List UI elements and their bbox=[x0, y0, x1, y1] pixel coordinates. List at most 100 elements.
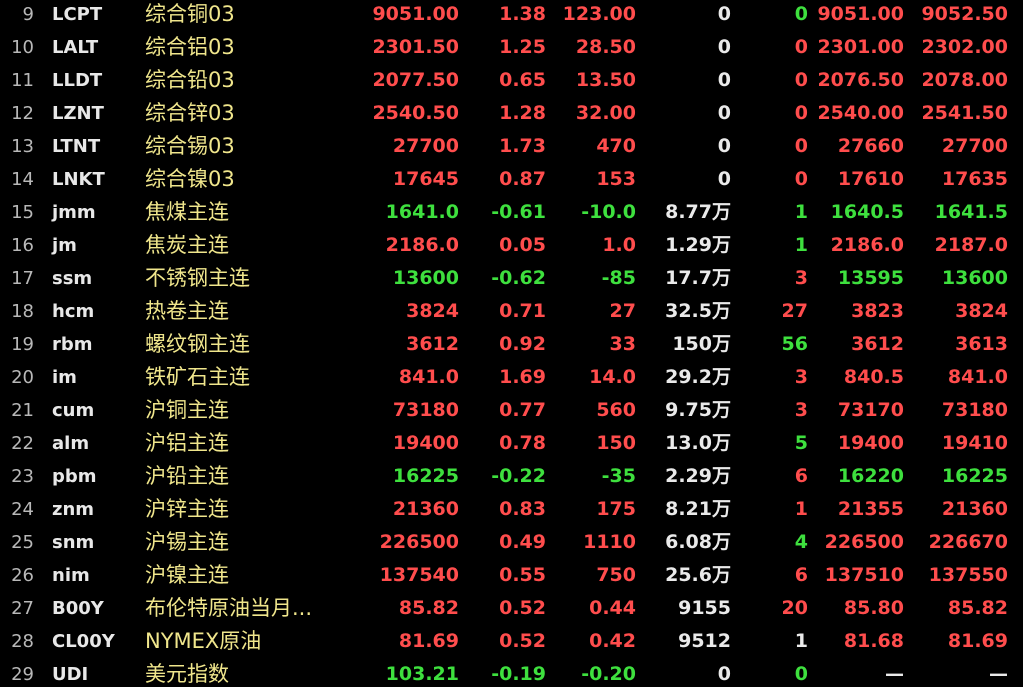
change-percent: 0.77 bbox=[499, 399, 546, 421]
quote-row[interactable]: 16 jm 焦炭主连 2186.0 0.05 1.0 1.29万 1 2186.0 2187.0 bbox=[0, 229, 1023, 262]
quote-row[interactable]: 26 nim 沪镍主连 137540 0.55 750 25.6万 6 137510 137550 bbox=[0, 559, 1023, 592]
volume: 1.29万 bbox=[665, 234, 731, 256]
change: 1110 bbox=[583, 531, 636, 553]
current-hand: 0 bbox=[794, 3, 808, 25]
last-price: 2301.50 bbox=[372, 36, 459, 58]
volume: 0 bbox=[717, 102, 731, 124]
change-percent: 1.28 bbox=[499, 102, 546, 124]
symbol-name: 美元指数 bbox=[145, 662, 229, 686]
change: 123.00 bbox=[562, 3, 636, 25]
last-price: 3824 bbox=[406, 300, 459, 322]
volume: 9155 bbox=[678, 597, 731, 619]
ask-price: 2078.00 bbox=[921, 69, 1008, 91]
ask-price: 13600 bbox=[941, 267, 1008, 289]
symbol-name: 沪铝主连 bbox=[145, 431, 229, 455]
bid-price: 3612 bbox=[851, 333, 904, 355]
quote-row[interactable]: 29 UDI 美元指数 103.21 -0.19 -0.20 0 0 — — bbox=[0, 658, 1023, 687]
symbol-name: 沪铅主连 bbox=[145, 464, 229, 488]
current-hand: 3 bbox=[794, 267, 808, 289]
symbol-name: 沪锌主连 bbox=[145, 497, 229, 521]
row-index: 26 bbox=[11, 565, 34, 586]
change: 750 bbox=[596, 564, 636, 586]
quote-row[interactable]: 21 cum 沪铜主连 73180 0.77 560 9.75万 3 73170 73180 bbox=[0, 394, 1023, 427]
row-index: 15 bbox=[11, 202, 34, 223]
last-price: 3612 bbox=[406, 333, 459, 355]
quote-row[interactable]: 17 ssm 不锈钢主连 13600 -0.62 -85 17.7万 3 13595 13600 bbox=[0, 262, 1023, 295]
change-percent: 0.78 bbox=[499, 432, 546, 454]
bid-price: 1640.5 bbox=[830, 201, 904, 223]
change: -35 bbox=[601, 465, 636, 487]
ask-price: 3613 bbox=[955, 333, 1008, 355]
volume: 29.2万 bbox=[665, 366, 731, 388]
change: 13.50 bbox=[575, 69, 636, 91]
last-price: 1641.0 bbox=[385, 201, 459, 223]
last-price: 16225 bbox=[392, 465, 459, 487]
volume: 0 bbox=[717, 36, 731, 58]
symbol-code: znm bbox=[52, 499, 95, 520]
change-percent: 0.05 bbox=[499, 234, 546, 256]
volume: 0 bbox=[717, 135, 731, 157]
current-hand: 27 bbox=[781, 300, 808, 322]
symbol-code: pbm bbox=[52, 466, 97, 487]
ask-price: 2541.50 bbox=[921, 102, 1008, 124]
quote-row[interactable]: 15 jmm 焦煤主连 1641.0 -0.61 -10.0 8.77万 1 1640.5 164… bbox=[0, 196, 1023, 229]
quote-row[interactable]: 12 LZNT 综合锌03 2540.50 1.28 32.00 0 0 2540.00 2541… bbox=[0, 97, 1023, 130]
change: 27 bbox=[609, 300, 636, 322]
symbol-code: im bbox=[52, 367, 77, 388]
symbol-code: alm bbox=[52, 433, 90, 454]
current-hand: 4 bbox=[794, 531, 808, 553]
symbol-code: LNKT bbox=[52, 169, 105, 190]
change-percent: 1.73 bbox=[499, 135, 546, 157]
volume: 6.08万 bbox=[665, 531, 731, 553]
symbol-name: 不锈钢主连 bbox=[145, 266, 250, 290]
change: 175 bbox=[596, 498, 636, 520]
change: -85 bbox=[601, 267, 636, 289]
quote-row[interactable]: 25 snm 沪锡主连 226500 0.49 1110 6.08万 4 226500 22667… bbox=[0, 526, 1023, 559]
change: 0.42 bbox=[589, 630, 636, 652]
ask-price: 21360 bbox=[941, 498, 1008, 520]
quote-row[interactable]: 9 LCPT 综合铜03 9051.00 1.38 123.00 0 0 9051.00 9052… bbox=[0, 0, 1023, 31]
change: 0.44 bbox=[589, 597, 636, 619]
change-percent: -0.22 bbox=[491, 465, 546, 487]
quote-row[interactable]: 27 B00Y 布伦特原油当月... 85.82 0.52 0.44 9155 20 85.80… bbox=[0, 592, 1023, 625]
ask-price: 16225 bbox=[941, 465, 1008, 487]
bid-price: 27660 bbox=[837, 135, 904, 157]
symbol-name: 布伦特原油当月... bbox=[145, 596, 313, 620]
change: -10.0 bbox=[581, 201, 636, 223]
row-index: 16 bbox=[11, 235, 34, 256]
quote-row[interactable]: 24 znm 沪锌主连 21360 0.83 175 8.21万 1 21355 21360 bbox=[0, 493, 1023, 526]
ask-price: 81.69 bbox=[947, 630, 1008, 652]
change-percent: 1.25 bbox=[499, 36, 546, 58]
quote-row[interactable]: 10 LALT 综合铝03 2301.50 1.25 28.50 0 0 2301.00 2302… bbox=[0, 31, 1023, 64]
bid-price: 9051.00 bbox=[817, 3, 904, 25]
row-index: 20 bbox=[11, 367, 34, 388]
quote-row[interactable]: 22 alm 沪铝主连 19400 0.78 150 13.0万 5 19400 19410 bbox=[0, 427, 1023, 460]
current-hand: 0 bbox=[794, 663, 808, 685]
symbol-code: snm bbox=[52, 532, 95, 553]
quote-row[interactable]: 28 CL00Y NYMEX原油 81.69 0.52 0.42 9512 1 81.68 81.… bbox=[0, 625, 1023, 658]
volume: 17.7万 bbox=[665, 267, 731, 289]
symbol-code: jm bbox=[52, 235, 77, 256]
ask-price: 3824 bbox=[955, 300, 1008, 322]
row-index: 25 bbox=[11, 532, 34, 553]
ask-price: 1641.5 bbox=[934, 201, 1008, 223]
row-index: 19 bbox=[11, 334, 34, 355]
current-hand: 3 bbox=[794, 366, 808, 388]
quote-row[interactable]: 23 pbm 沪铅主连 16225 -0.22 -35 2.29万 6 16220 16225 bbox=[0, 460, 1023, 493]
quote-row[interactable]: 11 LLDT 综合铅03 2077.50 0.65 13.50 0 0 2076.50 2078… bbox=[0, 64, 1023, 97]
volume: 0 bbox=[717, 168, 731, 190]
symbol-code: nim bbox=[52, 565, 90, 586]
quote-row[interactable]: 14 LNKT 综合镍03 17645 0.87 153 0 0 17610 17635 bbox=[0, 163, 1023, 196]
quote-row[interactable]: 18 hcm 热卷主连 3824 0.71 27 32.5万 27 3823 3824 bbox=[0, 295, 1023, 328]
quote-row[interactable]: 20 im 铁矿石主连 841.0 1.69 14.0 29.2万 3 840.5 841.0 bbox=[0, 361, 1023, 394]
current-hand: 0 bbox=[794, 69, 808, 91]
ask-price: 19410 bbox=[941, 432, 1008, 454]
last-price: 137540 bbox=[379, 564, 459, 586]
last-price: 9051.00 bbox=[372, 3, 459, 25]
row-index: 22 bbox=[11, 433, 34, 454]
quote-row[interactable]: 13 LTNT 综合锡03 27700 1.73 470 0 0 27660 27700 bbox=[0, 130, 1023, 163]
volume: 0 bbox=[717, 69, 731, 91]
symbol-code: LLDT bbox=[52, 70, 103, 91]
quote-row[interactable]: 19 rbm 螺纹钢主连 3612 0.92 33 150万 56 3612 3613 bbox=[0, 328, 1023, 361]
bid-price: 85.80 bbox=[843, 597, 904, 619]
